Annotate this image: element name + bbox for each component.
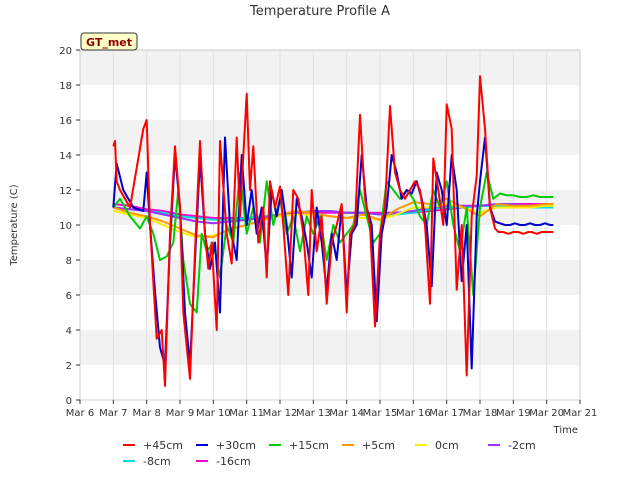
y-axis-label: Temperature (C)	[9, 184, 20, 266]
series-lines	[112, 75, 554, 387]
grid-band	[80, 85, 580, 120]
grid-band	[80, 50, 580, 85]
y-tick-label: 18	[59, 81, 72, 92]
chart-title: Temperature Profile A	[249, 4, 390, 19]
x-axis-label: Time	[553, 425, 578, 436]
x-tick-label: Mar 17	[429, 408, 464, 419]
grid-band	[80, 365, 580, 400]
x-tick-label: Mar 11	[229, 408, 264, 419]
series-line-15cm	[112, 171, 554, 314]
y-tick-label: 14	[59, 151, 72, 162]
x-tick-label: Mar 16	[396, 408, 431, 419]
legend-label: +15cm	[289, 439, 329, 452]
x-tick-label: Mar 7	[99, 408, 127, 419]
grid-band	[80, 120, 580, 155]
y-tick-label: 4	[66, 326, 72, 337]
x-tick-label: Mar 15	[363, 408, 398, 419]
y-tick-label: 10	[59, 221, 72, 232]
x-tick-label: Mar 19	[496, 408, 531, 419]
x-tick-label: Mar 8	[132, 408, 160, 419]
x-tick-label: Mar 21	[563, 408, 598, 419]
grid-band	[80, 155, 580, 190]
x-tick-label: Mar 10	[196, 408, 231, 419]
y-tick-label: 12	[59, 186, 72, 197]
series-line-2cm	[113, 203, 554, 225]
x-tick-label: Mar 6	[66, 408, 94, 419]
y-axis-ticks: 0 2 4 6 8 10 12 14 16 18 20	[59, 46, 80, 407]
legend-label: +5cm	[362, 439, 395, 452]
x-tick-label: Mar 20	[529, 408, 564, 419]
y-tick-label: 6	[66, 291, 72, 302]
legend-label: -2cm	[508, 439, 536, 452]
grid-band	[80, 295, 580, 330]
series-line-45cm	[112, 75, 554, 387]
x-tick-label: Mar 12	[263, 408, 298, 419]
x-tick-label: Mar 13	[296, 408, 331, 419]
gt-met-badge-label: GT_met	[86, 36, 132, 49]
x-tick-label: Mar 18	[463, 408, 498, 419]
x-tick-label: Mar 14	[329, 408, 364, 419]
x-tick-label: Mar 9	[166, 408, 194, 419]
y-tick-label: 2	[66, 361, 72, 372]
legend-label: -8cm	[143, 455, 171, 468]
legend-label: 0cm	[435, 439, 459, 452]
legend: +45cm +30cm +15cm +5cm 0cm -2cm -8cm -16cm	[123, 439, 536, 468]
legend-label: +30cm	[216, 439, 256, 452]
gt-met-badge: GT_met	[80, 32, 138, 51]
y-tick-label: 16	[59, 116, 72, 127]
legend-label: +45cm	[143, 439, 183, 452]
y-tick-label: 0	[66, 396, 72, 407]
legend-label: -16cm	[216, 455, 251, 468]
grid-band	[80, 330, 580, 365]
y-tick-label: 8	[66, 256, 72, 267]
y-tick-label: 20	[59, 46, 72, 57]
